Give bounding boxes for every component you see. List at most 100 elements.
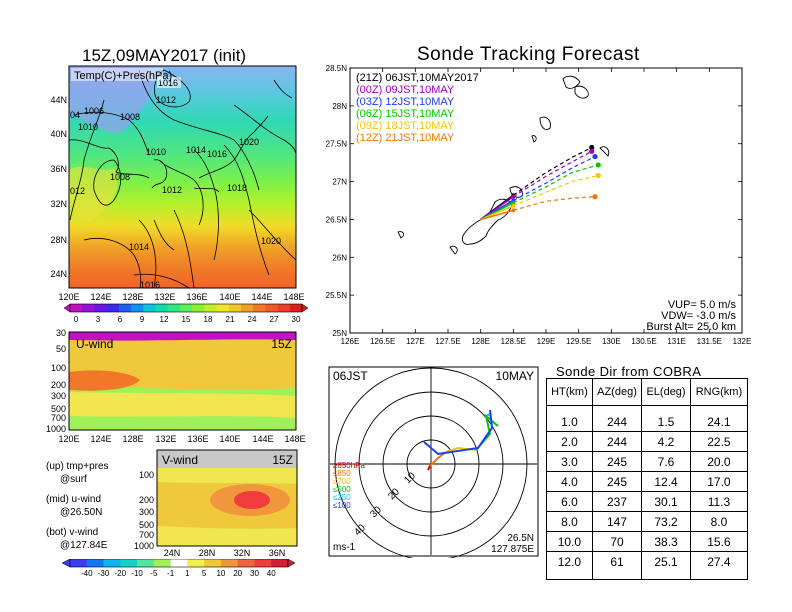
note-up-sub: @surf <box>60 473 87 485</box>
cell-rng: 11.3 <box>689 491 749 512</box>
uwind-lon-120E: 120E <box>58 434 79 444</box>
lon-tick-124E: 124E <box>90 292 111 302</box>
vwind-p-200: 200 <box>139 495 154 505</box>
layer-850: ≤850 <box>333 469 351 478</box>
track-end-point <box>592 153 598 160</box>
cell-rng: 24.1 <box>689 405 749 432</box>
track-end-point <box>589 148 595 154</box>
isobars <box>69 69 297 289</box>
colorbar-swatch <box>192 304 205 312</box>
y-tick-label: 26N <box>332 253 347 262</box>
x-tick-label: 127.5E <box>435 337 460 346</box>
uwind-lon-140E: 140E <box>219 434 240 444</box>
vwind-core-inner <box>234 491 270 509</box>
cell-rng: 8.0 <box>689 511 749 532</box>
layer-100: ≤100 <box>333 501 351 510</box>
uwind-p-ticks: 30 50 100 200 300 500 700 1000 <box>46 328 66 434</box>
layer-legend: ≥850hPa ≤850 ≤700 ≤500 ≤250 ≤100 <box>333 461 366 510</box>
note-mid: (mid) u-wind <box>46 494 102 505</box>
colorbar-swatch <box>94 304 107 312</box>
table-row: 2.0 244 4.2 22.5 <box>546 431 749 452</box>
note-mid-sub: @26.50N <box>60 506 103 518</box>
wind-colorbar-swatch <box>254 559 272 567</box>
isobar-label-1008-west: 1008 <box>110 172 130 182</box>
wind-colorbar-swatch <box>120 559 138 567</box>
colorbar-tick-label: 12 <box>160 315 169 324</box>
vwind-label: V-wind <box>162 453 198 467</box>
colorbar-swatch <box>167 304 181 312</box>
table-row: 10.0 70 38.3 15.6 <box>546 531 749 552</box>
cell-el: 1.5 <box>641 405 691 432</box>
track-plot-area <box>349 67 743 334</box>
vwind-p-300: 300 <box>139 507 154 517</box>
cell-ht: 3.0 <box>546 451 593 472</box>
wind-colorbar-swatch <box>103 559 121 567</box>
uwind-p-50: 50 <box>56 344 66 354</box>
colorbar-swatch <box>228 304 242 312</box>
wind-colorbar-tick-label: -5 <box>150 569 158 578</box>
param-burst: Burst Alt= 25.0 km <box>646 321 736 333</box>
cell-rng: 27.4 <box>689 551 749 580</box>
cell-rng: 20.0 <box>689 451 749 472</box>
colorbar-tick-label: 3 <box>96 315 101 324</box>
isobar-label-1018: 1018 <box>227 183 247 193</box>
isobar-label-012: 012 <box>70 186 85 196</box>
legend-03z: (03Z) 12JST,10MAY <box>356 96 455 108</box>
map-title: 15Z,09MAY2017 (init) <box>82 46 247 65</box>
coastlines <box>68 79 293 251</box>
colorbar-tick-label: 18 <box>204 315 213 324</box>
lon-tick-144E: 144E <box>251 292 272 302</box>
vwind-p-1000: 1000 <box>134 541 154 551</box>
polar-time: 06JST <box>333 369 368 383</box>
panel-notes: (up) tmp+pres @surf (mid) u-wind @26.50N… <box>46 461 156 552</box>
y-tick-label: 26.5N <box>326 215 348 224</box>
wind-colorbar-swatch <box>220 559 238 567</box>
colorbar-swatch <box>253 304 266 312</box>
uwind-p-300: 300 <box>51 391 66 401</box>
colorbar-swatch <box>240 304 254 312</box>
wind-colorbar-swatch <box>271 559 289 567</box>
uwind-p-700: 700 <box>51 413 66 423</box>
colorbar-tick-label: 27 <box>270 315 279 324</box>
colorbar-swatch <box>265 304 278 312</box>
y-tick-label: 25.5N <box>326 291 348 300</box>
y-tick-label: 27.5N <box>326 140 348 149</box>
cell-rng: 15.6 <box>689 531 749 552</box>
uwind-surface-band <box>69 416 296 430</box>
cell-ht: 2.0 <box>546 431 593 452</box>
uwind-p-1000: 1000 <box>46 424 66 434</box>
polar-date: 10MAY <box>496 369 534 383</box>
colorbar-tick-label: 0 <box>74 315 79 324</box>
isobar-label-1012-north: 1012 <box>156 95 176 105</box>
note-bot: (bot) v-wind <box>46 527 99 538</box>
track-end-point <box>592 194 598 200</box>
cell-az: 147 <box>591 511 643 532</box>
vwind-p-500: 500 <box>139 520 154 530</box>
cell-el: 25.1 <box>641 551 691 580</box>
cell-az: 61 <box>591 551 643 580</box>
legend-12z: (12Z) 21JST,10MAY <box>356 132 455 144</box>
colorbar-tick-label: 24 <box>248 315 257 324</box>
track-line-solid <box>480 209 514 221</box>
legend-09z: (09Z) 18JST,10MAY <box>356 120 455 132</box>
wind-colorbar-tick-label: -1 <box>167 569 175 578</box>
lon-tick-148E: 148E <box>283 292 304 302</box>
uwind-p-500: 500 <box>51 404 66 414</box>
polar-units: ms-1 <box>333 542 356 553</box>
x-tick-label: 126.5E <box>370 337 395 346</box>
cell-az: 244 <box>591 431 643 452</box>
wind-colorbar-swatch <box>187 559 205 567</box>
wind-colorbar-tick-label: 1 <box>185 569 190 578</box>
uwind-lon-148E: 148E <box>284 434 305 444</box>
param-vdw: VDW= -3.0 m/s <box>661 310 736 322</box>
uwind-lon-124E: 124E <box>90 434 111 444</box>
cell-el: 12.4 <box>641 471 691 492</box>
wind-colorbar-tick-label: 40 <box>267 569 276 578</box>
y-tick-label: 27N <box>332 178 347 187</box>
uwind-time: 15Z <box>271 337 292 351</box>
colorbar-swatch <box>118 304 132 312</box>
colorbar-swatch <box>216 304 230 312</box>
col-el: EL(deg) <box>641 378 691 406</box>
note-up: (up) tmp+pres <box>46 461 109 472</box>
col-ht: HT(km) <box>546 378 593 406</box>
